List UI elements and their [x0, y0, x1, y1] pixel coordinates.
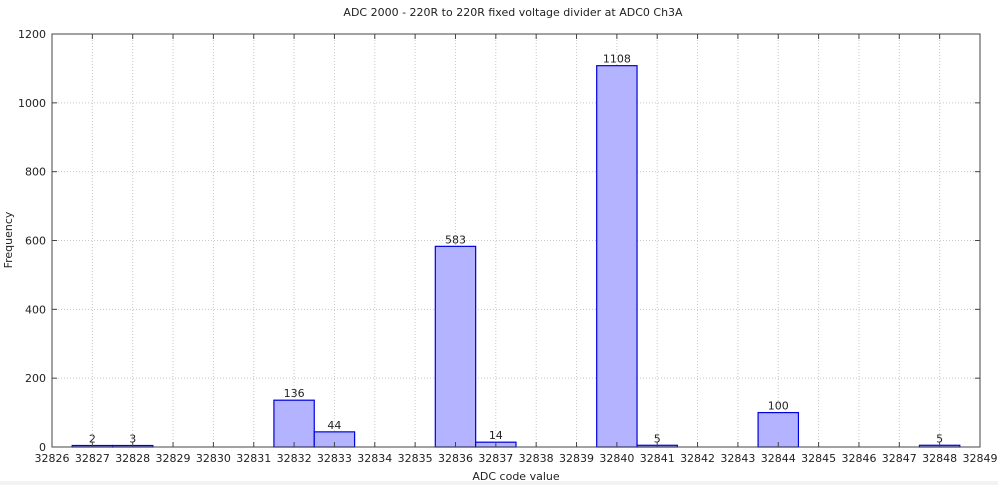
- chart-title: ADC 2000 - 220R to 220R fixed voltage di…: [343, 6, 683, 19]
- bar-value-label: 5: [654, 432, 661, 445]
- x-tick-label: 32828: [115, 452, 150, 465]
- x-tick-label: 32847: [882, 452, 917, 465]
- x-tick-label: 32834: [357, 452, 392, 465]
- bar-value-label: 14: [489, 429, 503, 442]
- bar-value-label: 1108: [603, 53, 631, 66]
- y-tick-label: 400: [25, 303, 46, 316]
- histogram-bar: [596, 65, 638, 448]
- x-tick-label: 32841: [640, 452, 675, 465]
- bar-value-label: 583: [445, 233, 466, 246]
- grid-lines: [52, 34, 980, 447]
- bar-value-labels: 2 3 136 44 583 14 1108 5 100 5: [89, 53, 943, 446]
- y-tick-label: 200: [25, 372, 46, 385]
- histogram-bar: [434, 245, 477, 448]
- x-tick-label: 32829: [156, 452, 191, 465]
- x-tick-label: 32840: [599, 452, 634, 465]
- x-tick-label: 32837: [478, 452, 513, 465]
- x-tick-label: 32833: [317, 452, 352, 465]
- x-tick-label: 32830: [196, 452, 231, 465]
- histogram-bar: [273, 399, 315, 448]
- plot-frame: [51, 33, 981, 448]
- bar-value-label: 44: [327, 419, 341, 432]
- y-axis-label: Frequency: [2, 211, 15, 268]
- y-tick-label: 0: [39, 441, 46, 454]
- x-tick-label: 32831: [236, 452, 271, 465]
- x-tick-label: 32836: [438, 452, 473, 465]
- x-tick-label: 32827: [75, 452, 110, 465]
- bar-value-label: 3: [129, 433, 136, 446]
- x-tick-label: 32849: [963, 452, 998, 465]
- x-tick-label: 32826: [35, 452, 70, 465]
- x-tick-label: 32838: [519, 452, 554, 465]
- bar-value-label: 5: [936, 432, 943, 445]
- bars: [71, 65, 961, 448]
- histogram-bar: [757, 411, 800, 448]
- bar-value-label: 136: [284, 387, 305, 400]
- y-tick-label: 600: [25, 235, 46, 248]
- x-tick-label: 32846: [841, 452, 876, 465]
- x-tick-label: 32848: [922, 452, 957, 465]
- x-tick-label: 32843: [720, 452, 755, 465]
- y-tick-label: 1000: [18, 97, 46, 110]
- bar-value-label: 100: [768, 400, 789, 413]
- y-axis-ticks: 0 200 400 600 800 1000 1200: [18, 28, 980, 454]
- x-tick-label: 32839: [559, 452, 594, 465]
- bottom-strip: [0, 481, 998, 485]
- x-tick-label: 32842: [680, 452, 715, 465]
- x-axis-label: ADC code value: [472, 470, 559, 483]
- x-tick-label: 32845: [801, 452, 836, 465]
- y-tick-label: 1200: [18, 28, 46, 41]
- x-axis-ticks: 32826 32827 32828 32829 32830 32831 32832 32833…: [35, 34, 998, 465]
- x-tick-label: 32835: [398, 452, 433, 465]
- x-tick-label: 32844: [761, 452, 796, 465]
- bar-value-label: 2: [89, 433, 96, 446]
- x-tick-label: 32832: [277, 452, 312, 465]
- y-tick-label: 800: [25, 166, 46, 179]
